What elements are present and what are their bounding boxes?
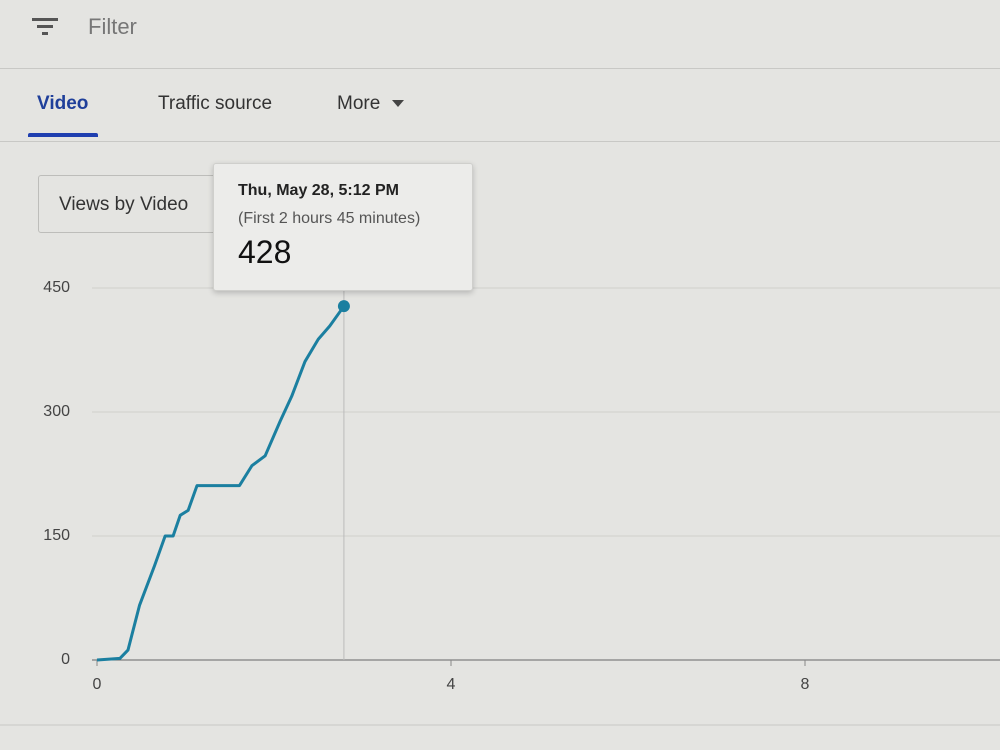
x-tick-label: 8 [801,676,810,693]
x-tick-label: 0 [93,676,102,693]
filter-bar: Filter [0,0,1000,69]
y-tick-label: 0 [61,651,70,668]
tab-indicator [28,133,98,137]
y-tick-label: 450 [43,279,70,296]
tab[interactable]: More [337,93,405,115]
tooltip-subtitle: (First 2 hours 45 minutes) [238,210,421,227]
tab[interactable]: Traffic source [158,93,273,114]
hover-point [337,300,350,313]
tab-label: More [337,93,381,114]
tooltip-date: Thu, May 28, 5:12 PM [238,182,399,199]
y-tick-label: 300 [43,403,70,420]
tab-bar: Video Traffic source More [0,69,1000,142]
x-tick-label: 4 [447,676,456,693]
line [96,305,346,662]
tooltip: Thu, May 28, 5:12 PM (First 2 hours 45 m… [213,163,473,291]
tooltip-value: 428 [238,234,292,270]
dropdown-arrow [392,100,405,108]
tab[interactable]: Video [37,93,89,114]
filter-label[interactable]: Filter [88,14,137,39]
dropdown-label: Views by Video [59,194,189,215]
filter-icon[interactable] [30,12,70,52]
y-tick-label: 150 [43,527,70,544]
